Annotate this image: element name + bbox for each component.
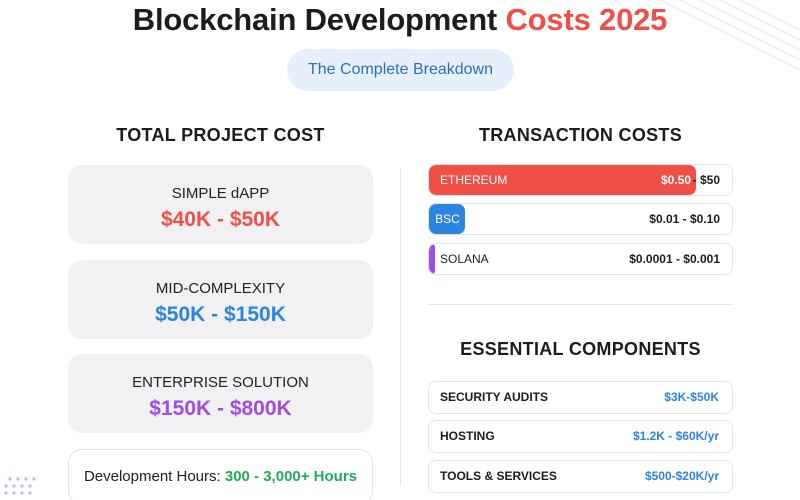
component-name: TOOLS & SERVICES bbox=[440, 469, 557, 483]
component-price: $3K-$50K bbox=[664, 390, 719, 404]
tx-bar-fill bbox=[429, 165, 696, 195]
component-row-hosting: HOSTING $1.2K - $60K/yr bbox=[428, 420, 733, 453]
tx-price: $0.0001 - $0.001 bbox=[629, 252, 720, 266]
component-row-tools-services: TOOLS & SERVICES $500-$20K/yr bbox=[428, 460, 733, 493]
tx-row-solana: SOLANA $0.0001 - $0.001 bbox=[428, 243, 733, 275]
hours-value: 300 - 3,000+ Hours bbox=[224, 468, 358, 485]
tx-chain-name: ETHEREUM bbox=[440, 173, 508, 187]
component-name: SECURITY AUDITS bbox=[440, 390, 549, 404]
component-price: $500-$20K/yr bbox=[644, 469, 719, 483]
essential-components-heading: ESSENTIAL COMPONENTS bbox=[460, 339, 701, 359]
tx-price: $0.50 bbox=[660, 173, 691, 187]
transaction-costs-heading: TRANSACTION COSTS bbox=[478, 125, 683, 145]
tx-price: $0.01 - $0.10 bbox=[649, 212, 720, 226]
tx-row-ethereum: ETHEREUM $0.50 - $50 bbox=[428, 164, 733, 196]
title-accent: Costs 2025 bbox=[505, 2, 668, 37]
tx-price-tail: - $50 bbox=[692, 173, 720, 187]
tx-chain-name: SOLANA bbox=[440, 252, 489, 266]
component-price: $1.2K - $60K/yr bbox=[632, 429, 719, 443]
component-name: HOSTING bbox=[440, 429, 495, 443]
tx-bar-fill bbox=[429, 204, 466, 234]
column-divider bbox=[400, 168, 401, 486]
cost-card-value: $40K - $50K bbox=[160, 208, 281, 231]
total-project-cost-heading: TOTAL PROJECT COST bbox=[116, 125, 325, 145]
section-divider bbox=[428, 304, 733, 305]
cost-card-enterprise: ENTERPRISE SOLUTION $150K - $800K bbox=[68, 354, 373, 433]
tx-chain-name: BSC bbox=[435, 212, 460, 226]
decorative-dots bbox=[4, 477, 36, 495]
tx-row-bsc: BSC $0.01 - $0.10 bbox=[428, 203, 733, 235]
component-row-security-audits: SECURITY AUDITS $3K-$50K bbox=[428, 381, 733, 414]
cost-card-simple: SIMPLE dAPP $40K - $50K bbox=[68, 165, 373, 244]
tx-bar-fill bbox=[429, 244, 436, 274]
cost-card-label: ENTERPRISE SOLUTION bbox=[132, 374, 309, 391]
cost-card-mid-complexity: MID-COMPLEXITY $50K - $150K bbox=[68, 260, 373, 339]
decorative-lines bbox=[659, 0, 800, 71]
page-title: Blockchain Development Costs 2025 bbox=[0, 0, 800, 40]
subtitle-badge: The Complete Breakdown bbox=[287, 49, 514, 91]
title-main: Blockchain Development bbox=[132, 2, 498, 37]
cost-card-label: SIMPLE dAPP bbox=[171, 185, 270, 202]
hours-label: Development Hours: bbox=[83, 468, 221, 485]
cost-card-value: $150K - $800K bbox=[149, 397, 292, 420]
cost-card-value: $50K - $150K bbox=[155, 303, 286, 326]
cost-card-label: MID-COMPLEXITY bbox=[155, 280, 286, 297]
development-hours-card: Development Hours: 300 - 3,000+ Hours bbox=[68, 449, 373, 500]
